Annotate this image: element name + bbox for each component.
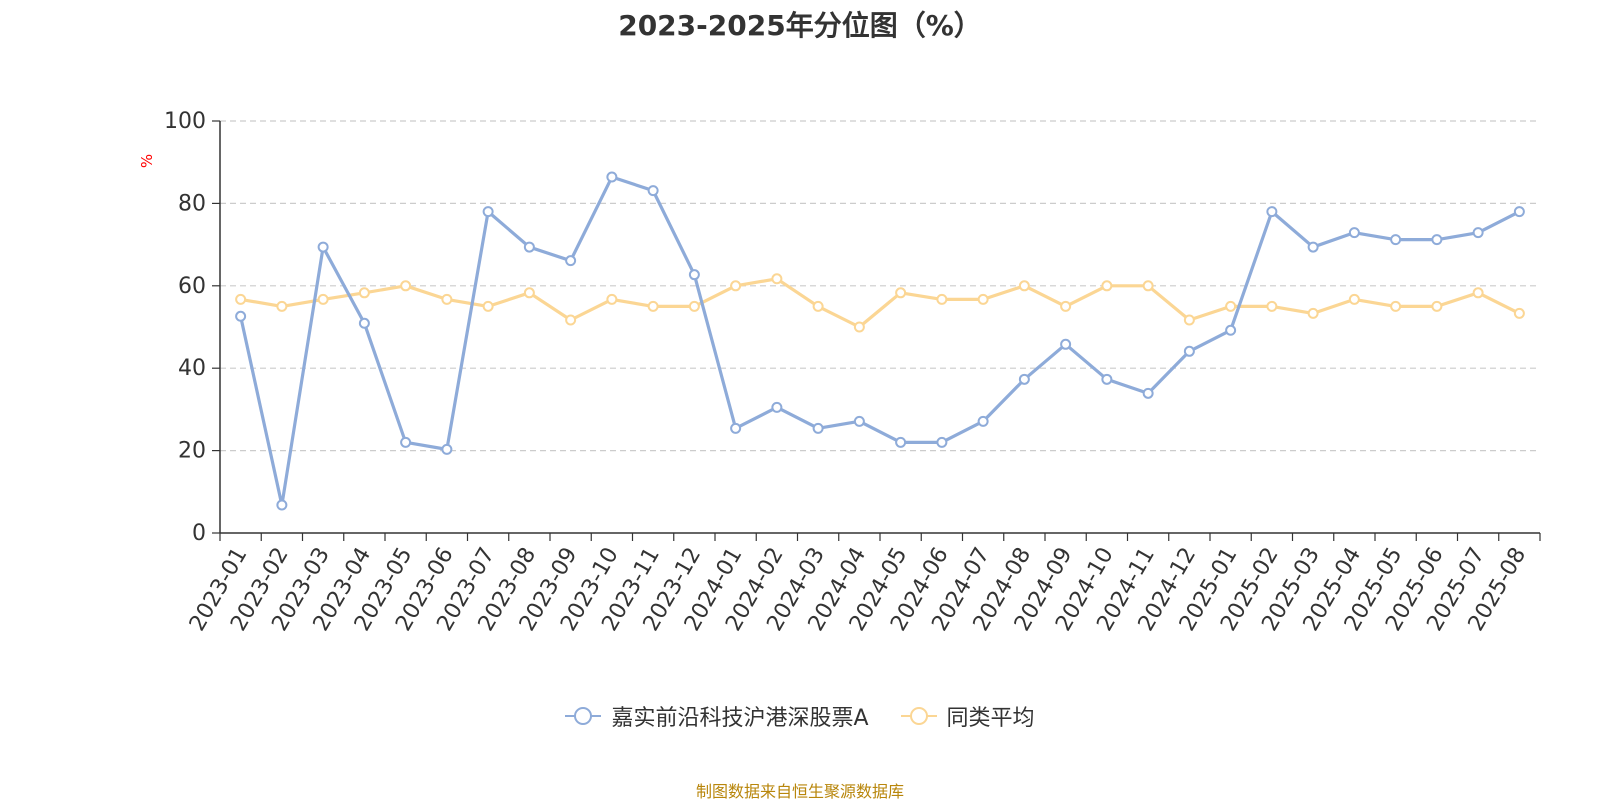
chart-title: 2023-2025年分位图（%） <box>618 9 982 42</box>
data-point-series-1 <box>895 436 907 448</box>
data-point-series-1 <box>358 317 370 329</box>
legend-label-series-2: 同类平均 <box>946 706 1035 731</box>
data-point-series-1 <box>688 269 700 281</box>
data-point-series-1 <box>1225 324 1237 336</box>
y-tick-label: 80 <box>178 191 206 216</box>
source-note: 制图数据来自恒生聚源数据库 <box>695 782 904 801</box>
data-point-series-2 <box>565 314 577 326</box>
data-point-series-1 <box>317 241 329 253</box>
data-point-series-2 <box>1513 307 1525 319</box>
data-point-series-2 <box>276 300 288 312</box>
data-point-series-2 <box>895 287 907 299</box>
legend-item-series-1[interactable]: 嘉实前沿科技沪港深股票A <box>565 700 869 732</box>
data-point-series-1 <box>1431 234 1443 246</box>
data-point-series-1 <box>812 422 824 434</box>
data-point-series-2 <box>936 293 948 305</box>
series-line-1 <box>239 175 1521 507</box>
y-tick-label: 100 <box>164 109 206 134</box>
data-point-series-1 <box>1390 234 1402 246</box>
data-point-series-2 <box>317 293 329 305</box>
data-point-series-2 <box>812 300 824 312</box>
data-point-series-2 <box>1431 300 1443 312</box>
data-point-series-2 <box>235 293 247 305</box>
data-point-series-1 <box>853 415 865 427</box>
data-point-series-2 <box>1225 300 1237 312</box>
data-point-series-1 <box>977 415 989 427</box>
data-point-series-2 <box>1266 300 1278 312</box>
data-point-series-2 <box>730 280 742 292</box>
series-line-2 <box>240 277 1521 329</box>
y-tick-label: 0 <box>192 521 206 546</box>
data-point-series-1 <box>730 422 742 434</box>
legend-marker-series-2 <box>900 707 937 725</box>
data-point-series-2 <box>853 321 865 333</box>
data-point-series-1 <box>1307 241 1319 253</box>
data-point-series-2 <box>606 293 618 305</box>
line-chart: 0204060801002023-012023-022023-032023-04… <box>164 109 1541 635</box>
legend-label-series-1: 嘉实前沿科技沪港深股票A <box>611 706 869 731</box>
data-point-series-2 <box>771 273 783 285</box>
data-point-series-2 <box>688 300 700 312</box>
data-point-series-2 <box>1101 280 1113 292</box>
data-point-series-1 <box>771 401 783 413</box>
data-point-series-1 <box>1060 338 1072 350</box>
data-point-series-2 <box>482 300 494 312</box>
data-point-series-1 <box>647 185 659 197</box>
data-point-series-1 <box>523 241 535 253</box>
legend-marker-series-1 <box>565 707 602 725</box>
data-point-series-2 <box>1390 300 1402 312</box>
data-point-series-1 <box>1513 206 1525 218</box>
data-point-series-2 <box>1183 314 1195 326</box>
data-point-series-2 <box>1348 293 1360 305</box>
data-point-series-1 <box>565 255 577 267</box>
data-point-series-1 <box>235 310 247 322</box>
data-point-series-1 <box>606 171 618 183</box>
data-point-series-1 <box>1266 206 1278 218</box>
data-point-series-2 <box>647 300 659 312</box>
data-point-series-2 <box>523 287 535 299</box>
data-point-series-2 <box>1018 280 1030 292</box>
data-point-series-2 <box>1060 300 1072 312</box>
data-point-series-2 <box>400 280 412 292</box>
data-point-series-1 <box>1018 373 1030 385</box>
data-point-series-2 <box>977 293 989 305</box>
data-point-series-2 <box>441 293 453 305</box>
y-tick-label: 60 <box>178 274 206 299</box>
data-point-series-1 <box>936 436 948 448</box>
data-point-series-1 <box>1183 345 1195 357</box>
y-tick-label: 40 <box>178 356 206 381</box>
data-point-series-2 <box>1472 287 1484 299</box>
legend-item-series-2[interactable]: 同类平均 <box>900 700 1035 732</box>
data-point-series-2 <box>358 287 370 299</box>
y-tick-label: 20 <box>178 439 206 464</box>
data-point-series-1 <box>1101 373 1113 385</box>
data-point-series-2 <box>1307 307 1319 319</box>
data-point-series-1 <box>482 206 494 218</box>
data-point-series-2 <box>1142 280 1154 292</box>
data-point-series-1 <box>400 436 412 448</box>
data-point-series-1 <box>441 443 453 455</box>
legend: 嘉实前沿科技沪港深股票A 同类平均 <box>0 700 1600 732</box>
data-point-series-1 <box>1472 227 1484 239</box>
data-point-series-1 <box>1348 227 1360 239</box>
data-point-series-1 <box>276 499 288 511</box>
data-point-series-1 <box>1142 387 1154 399</box>
